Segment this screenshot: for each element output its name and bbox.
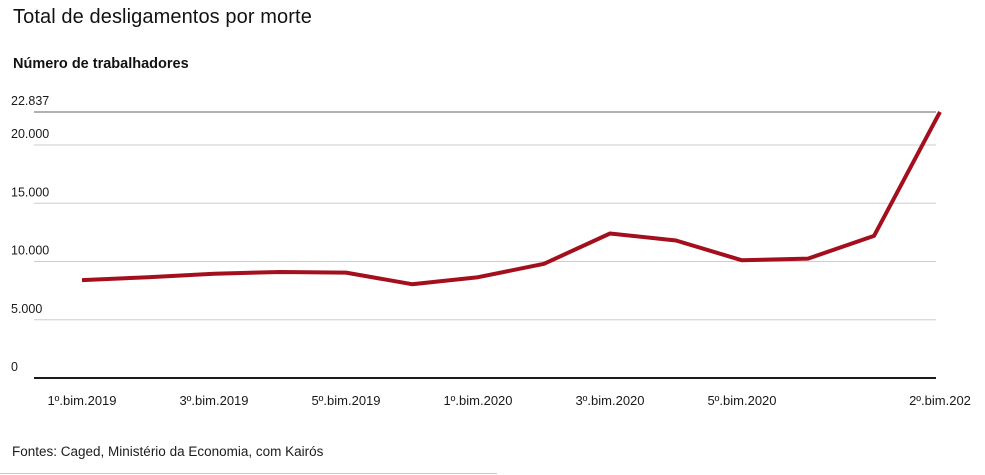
- y-tick-label: 22.837: [11, 94, 49, 108]
- x-tick-label: 5º.bim.2020: [707, 393, 776, 408]
- x-tick-label: 1º.bim.2020: [443, 393, 512, 408]
- bottom-edge-line: [0, 473, 497, 474]
- series-group: [81, 110, 942, 287]
- chart-y-axis-title: Número de trabalhadores: [13, 56, 189, 72]
- x-tick-label: 5º.bim.2019: [311, 393, 380, 408]
- x-tick-label: 2º.bim.202: [909, 393, 971, 408]
- x-tick-label: 3º.bim.2019: [179, 393, 248, 408]
- y-tick-labels-group: 0 5.000 10.000 15.000 20.000 22.837: [11, 94, 49, 374]
- y-tick-label: 0: [11, 360, 18, 374]
- y-tick-label: 10.000: [11, 244, 49, 258]
- x-tick-label: 1º.bim.2019: [47, 393, 116, 408]
- x-tick-label: 3º.bim.2020: [575, 393, 644, 408]
- chart-title: Total de desligamentos por morte: [13, 6, 312, 28]
- source-note: Fontes: Caged, Ministério da Economia, c…: [12, 444, 324, 459]
- y-tick-label: 5.000: [11, 302, 42, 316]
- x-tick-labels-group: 1º.bim.2019 3º.bim.2019 5º.bim.2019 1º.bim.…: [47, 393, 970, 408]
- y-tick-label: 15.000: [11, 185, 49, 199]
- gridlines-group: [34, 110, 936, 379]
- data-line: [81, 110, 942, 287]
- y-tick-label: 20.000: [11, 127, 49, 141]
